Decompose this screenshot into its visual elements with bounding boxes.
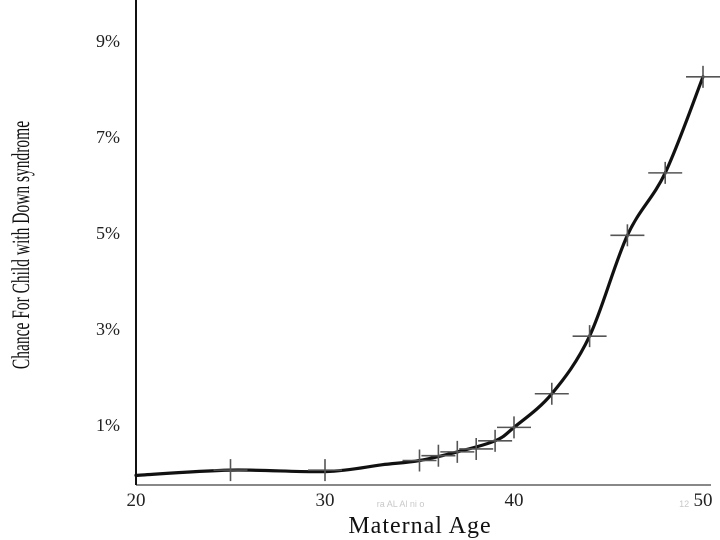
x-tick-label: 40 bbox=[505, 490, 524, 511]
y-tick-label: 3% bbox=[96, 319, 120, 339]
series-markers bbox=[213, 65, 720, 482]
y-tick-label: 7% bbox=[96, 127, 120, 147]
x-tick-label: 50 bbox=[694, 490, 713, 511]
data-point-marker bbox=[497, 416, 531, 439]
data-point-marker bbox=[686, 65, 720, 88]
y-tick-label: 5% bbox=[96, 223, 120, 243]
y-tick-label: 9% bbox=[96, 31, 120, 51]
series-curve bbox=[134, 75, 705, 477]
data-point-marker bbox=[402, 449, 437, 472]
data-point-marker bbox=[421, 444, 456, 467]
x-tick-labels: 20 30 40 50 bbox=[127, 490, 713, 511]
plot-area bbox=[135, 0, 711, 486]
faint-watermark-text: ra AL Al ni o 12 bbox=[377, 499, 689, 509]
y-axis-title: Chance For Child with Down syndrome bbox=[7, 121, 35, 369]
data-point-marker bbox=[213, 459, 248, 482]
data-point-marker bbox=[534, 382, 569, 405]
x-tick-label: 20 bbox=[127, 490, 146, 511]
data-point-marker bbox=[610, 224, 645, 247]
faint-text: ra AL Al ni o bbox=[377, 499, 425, 509]
data-point-marker bbox=[648, 161, 683, 184]
data-point-marker bbox=[478, 429, 513, 452]
x-tick-label: 30 bbox=[316, 490, 335, 511]
faint-text: 12 bbox=[679, 499, 689, 509]
data-point-marker bbox=[308, 459, 342, 482]
data-point-marker bbox=[440, 440, 475, 463]
y-tick-labels: 1% 3% 5% 7% 9% bbox=[96, 31, 120, 435]
y-tick-label: 1% bbox=[96, 415, 120, 435]
data-point-marker bbox=[459, 437, 494, 460]
x-axis-title: Maternal Age bbox=[348, 513, 491, 539]
data-point-marker bbox=[572, 325, 607, 348]
